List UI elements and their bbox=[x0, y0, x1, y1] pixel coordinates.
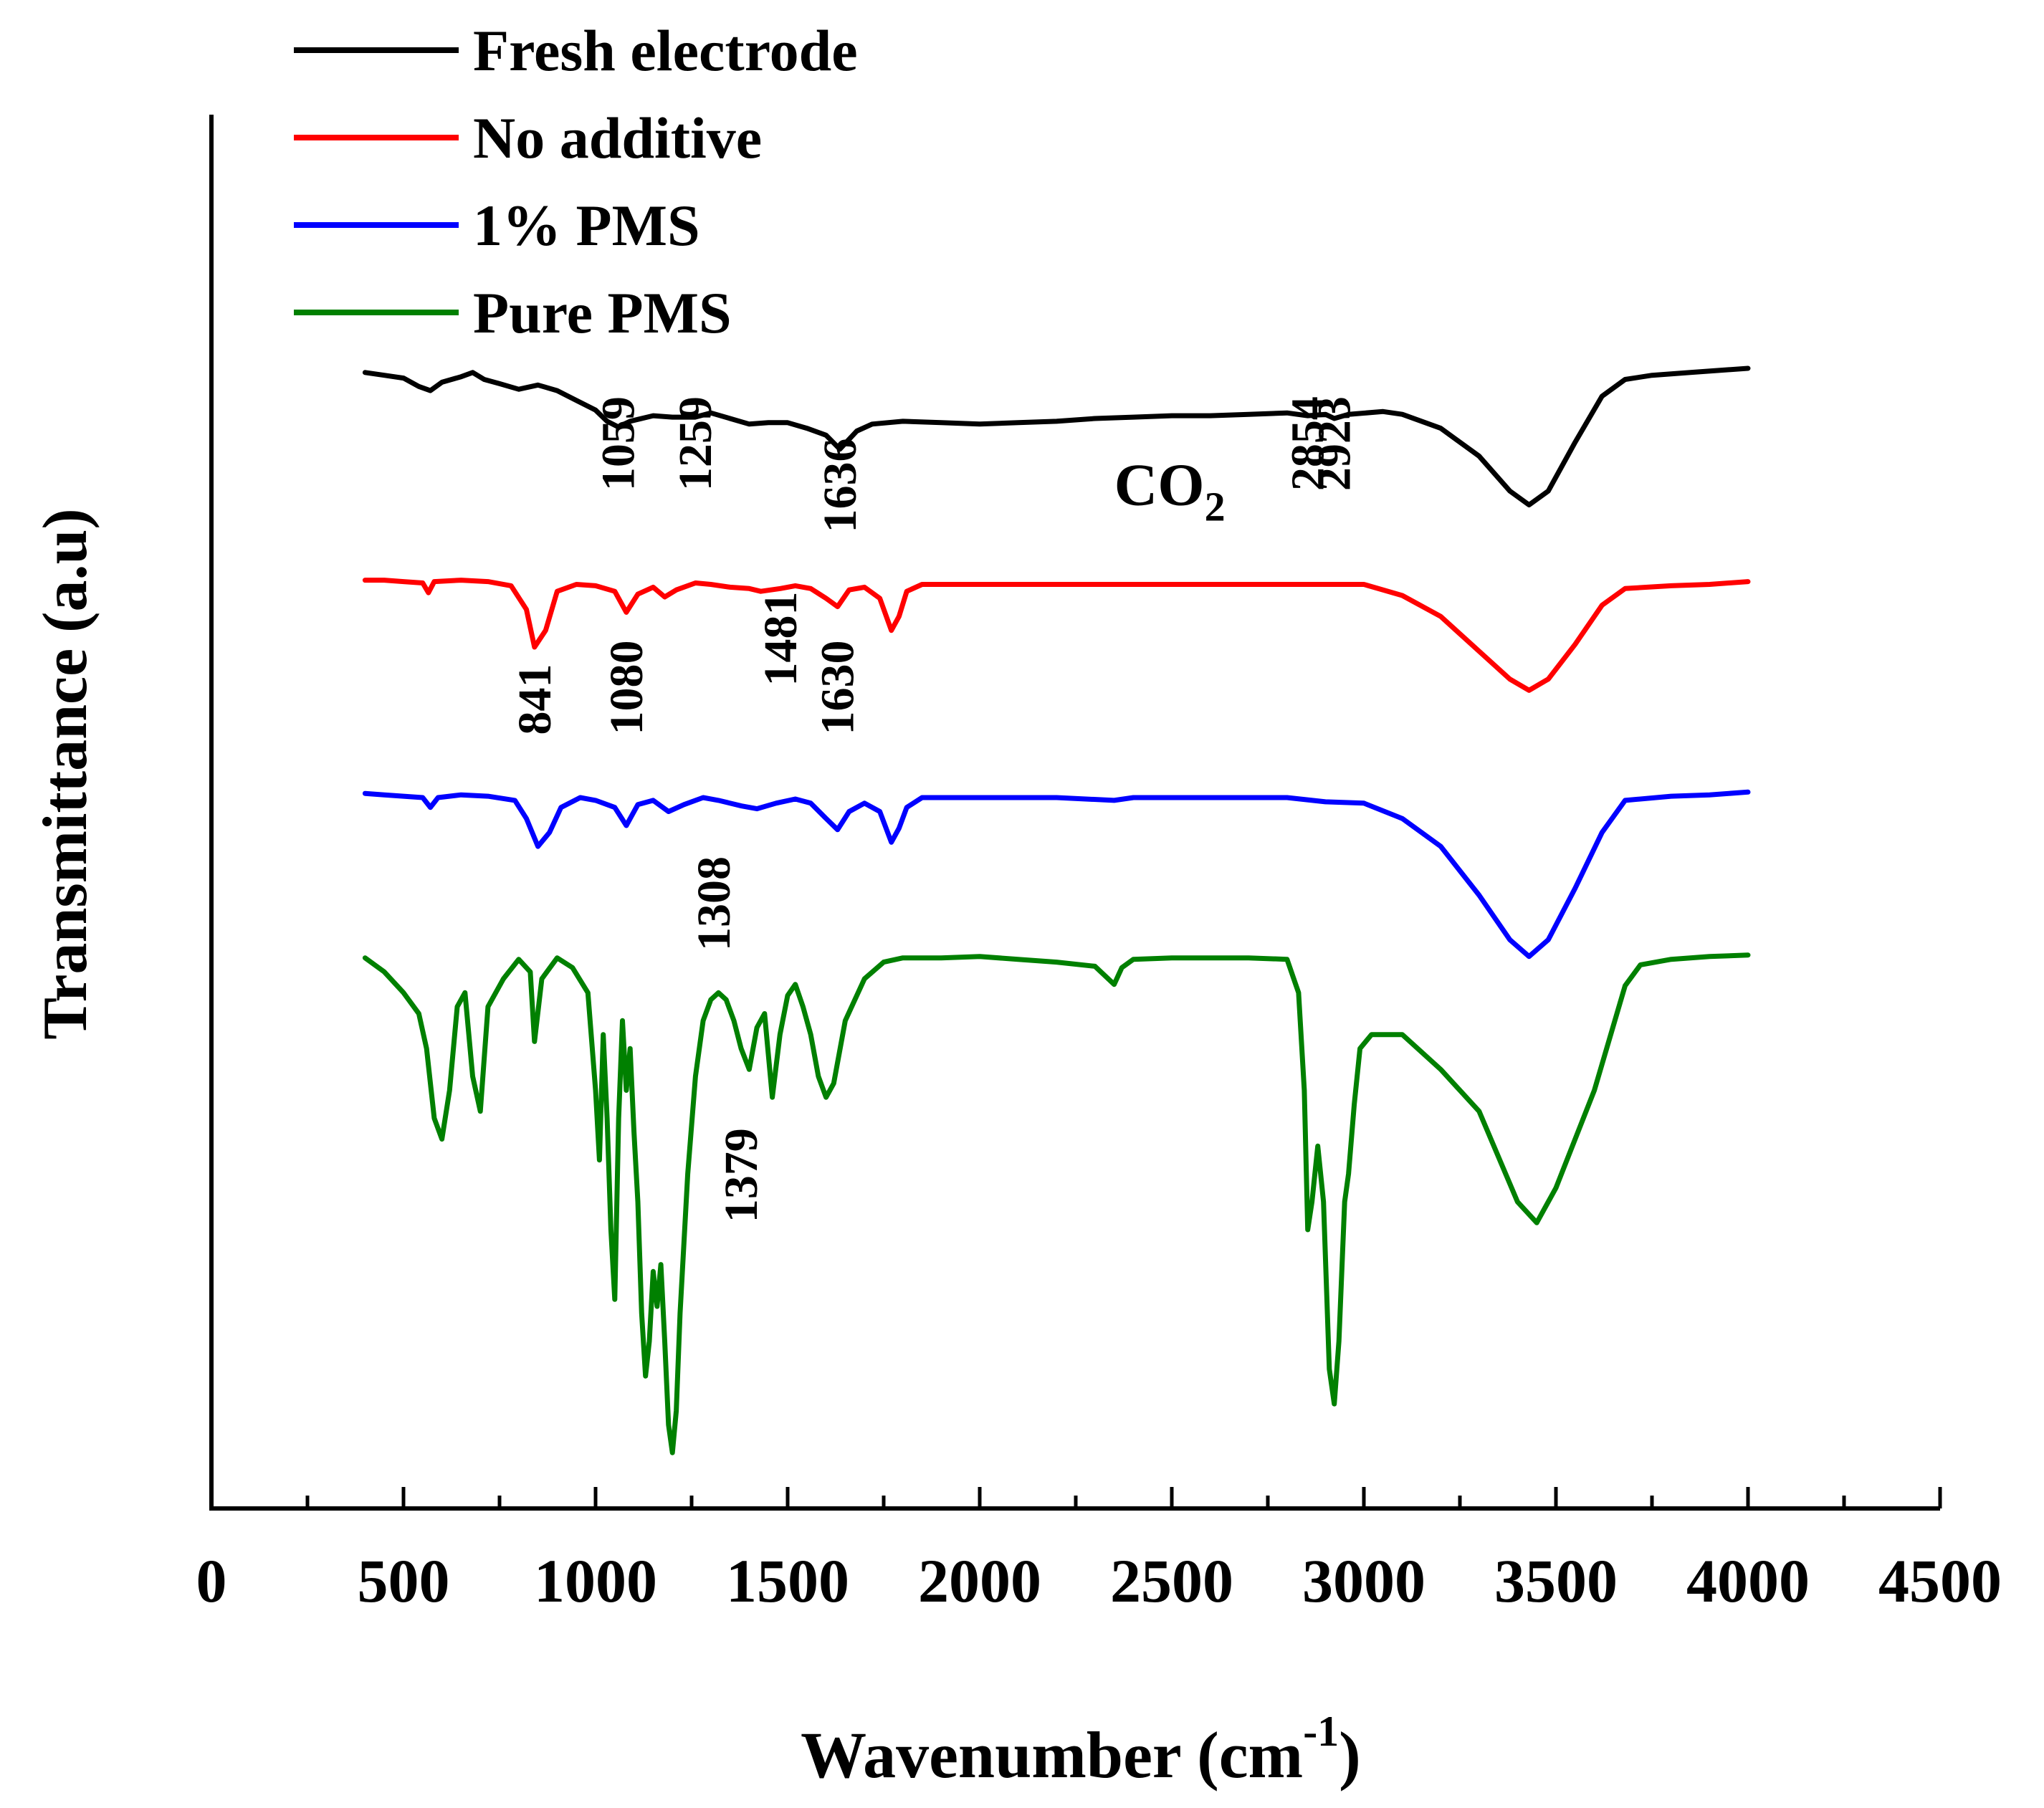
co2-main: CO bbox=[1114, 452, 1205, 519]
y-axis-label: Transmittance (a.u) bbox=[31, 508, 100, 1039]
x-tick-label: 4000 bbox=[1686, 1546, 1810, 1615]
peak-label: 2854 bbox=[1282, 396, 1334, 491]
x-tick-label: 1000 bbox=[534, 1546, 657, 1615]
series-layer bbox=[362, 365, 1751, 1455]
legend-label: Fresh electrode bbox=[473, 18, 858, 83]
x-tick-label: 2500 bbox=[1110, 1546, 1233, 1615]
peak-label: 2923 bbox=[1309, 396, 1361, 491]
x-tick-label: 500 bbox=[358, 1546, 450, 1615]
co2-annotation: CO2 bbox=[1114, 452, 1226, 530]
x-tick-label: 2000 bbox=[918, 1546, 1041, 1615]
x-axis-label-superscript: -1 bbox=[1303, 1708, 1339, 1755]
legend-label: No additive bbox=[473, 105, 762, 171]
series-line-3 bbox=[362, 952, 1751, 1455]
peak-label: 1630 bbox=[812, 641, 864, 735]
axes-layer bbox=[209, 115, 1940, 1511]
series-line-1 bbox=[362, 578, 1751, 693]
series-line-2 bbox=[362, 789, 1751, 960]
peak-label: 1259 bbox=[669, 396, 722, 491]
peak-label: 1636 bbox=[814, 439, 866, 533]
co2-subscript: 2 bbox=[1205, 484, 1226, 530]
x-ticks: 0 500 1000 1500 2000 2500 3000 3500 4000 4500 bbox=[196, 1487, 2002, 1615]
legend: Fresh electrode No additive 1% PMS Pure PMS bbox=[294, 18, 858, 345]
peak-label: 1080 bbox=[601, 641, 653, 735]
x-tick-label: 3500 bbox=[1494, 1546, 1618, 1615]
x-axis-label-close: ) bbox=[1339, 1718, 1361, 1792]
peak-label: 1059 bbox=[593, 396, 645, 491]
x-tick-label: 4500 bbox=[1878, 1546, 2002, 1615]
x-tick-label: 3000 bbox=[1302, 1546, 1425, 1615]
x-tick-label: 0 bbox=[196, 1546, 227, 1615]
legend-label: Pure PMS bbox=[473, 280, 732, 345]
x-tick-label: 1500 bbox=[726, 1546, 849, 1615]
peak-label: 1379 bbox=[715, 1128, 768, 1223]
x-axis-label: Wavenumber (cm-1) bbox=[801, 1708, 1361, 1792]
peak-label: 841 bbox=[509, 664, 561, 735]
peak-label: 1481 bbox=[755, 591, 807, 686]
x-axis-label-main: Wavenumber (cm bbox=[801, 1718, 1303, 1792]
peak-label: 1308 bbox=[688, 856, 740, 951]
legend-label: 1% PMS bbox=[473, 193, 700, 258]
series-line-0 bbox=[362, 365, 1751, 508]
